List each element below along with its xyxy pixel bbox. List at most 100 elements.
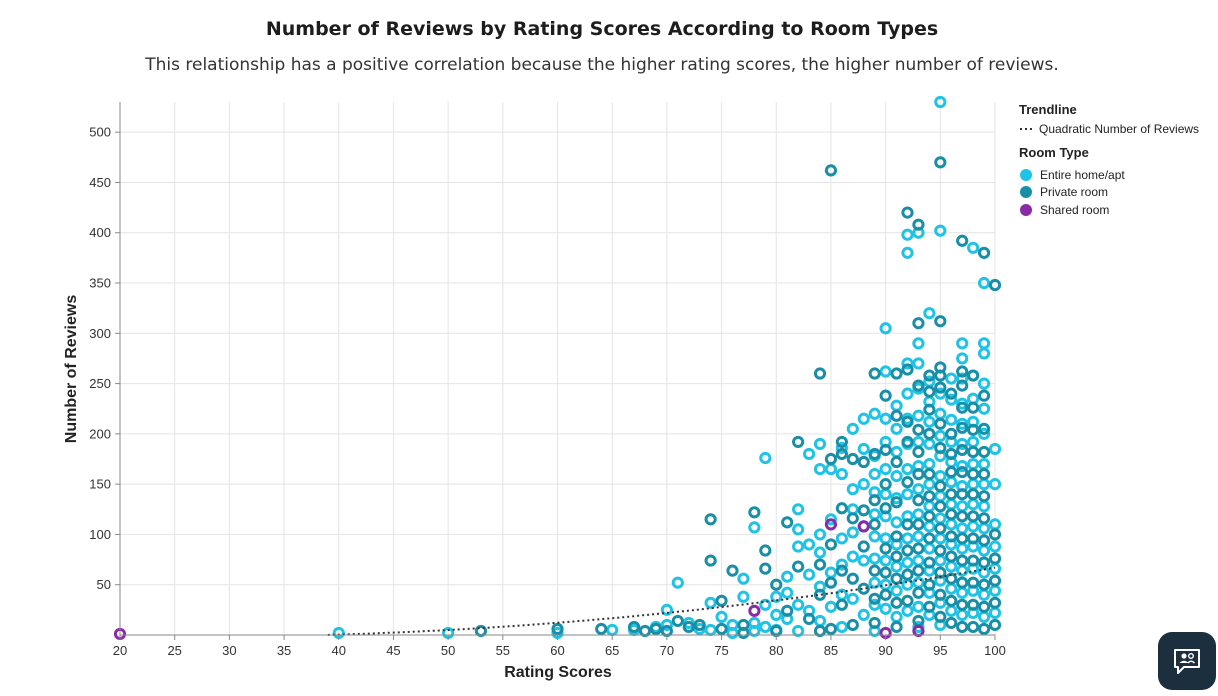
- point-private-room: [934, 156, 947, 169]
- point-private-room: [967, 576, 980, 589]
- point-entire-home-apt: [956, 372, 969, 385]
- point-private-room: [813, 624, 827, 638]
- point-private-room: [988, 528, 1002, 541]
- x-tick-label: 90: [878, 643, 892, 658]
- point-private-room: [934, 480, 947, 493]
- x-tick-label: 95: [933, 643, 947, 658]
- point-private-room: [901, 415, 914, 428]
- point-entire-home-apt: [813, 462, 827, 476]
- point-entire-home-apt: [977, 427, 991, 440]
- point-entire-home-apt: [879, 365, 892, 378]
- y-tick-label: 150: [89, 477, 111, 492]
- point-entire-home-apt: [977, 402, 991, 415]
- point-entire-home-apt: [956, 564, 969, 577]
- point-private-room: [890, 572, 903, 585]
- point-private-room: [912, 467, 925, 481]
- point-private-room: [988, 574, 1002, 587]
- point-entire-home-apt: [912, 435, 925, 449]
- point-entire-home-apt: [890, 445, 903, 459]
- point-entire-home-apt: [890, 610, 903, 623]
- point-entire-home-apt: [901, 228, 914, 241]
- point-entire-home-apt: [857, 412, 870, 425]
- point-entire-home-apt: [923, 307, 936, 320]
- point-private-room: [879, 389, 892, 402]
- point-shared-room: [857, 520, 870, 533]
- legend: Trendline Quadratic Number of Reviews Ro…: [1019, 102, 1199, 217]
- point-entire-home-apt: [813, 546, 827, 559]
- point-private-room: [956, 234, 969, 247]
- point-entire-home-apt: [923, 520, 936, 533]
- point-private-room: [956, 532, 969, 545]
- point-entire-home-apt: [967, 457, 980, 471]
- point-private-room: [923, 490, 936, 503]
- point-entire-home-apt: [890, 516, 903, 529]
- point-entire-home-apt: [945, 393, 958, 406]
- point-entire-home-apt: [912, 357, 925, 370]
- point-private-room: [551, 622, 564, 636]
- point-entire-home-apt: [967, 241, 980, 254]
- point-private-room: [846, 572, 859, 585]
- point-private-room: [649, 622, 663, 636]
- point-private-room: [934, 610, 947, 623]
- point-entire-home-apt: [901, 462, 914, 476]
- point-entire-home-apt: [890, 422, 903, 435]
- x-tick-label: 70: [660, 643, 674, 658]
- point-private-room: [868, 616, 881, 630]
- point-private-room: [956, 443, 969, 457]
- point-private-room: [846, 618, 859, 632]
- point-entire-home-apt: [923, 542, 936, 555]
- point-private-room: [967, 445, 980, 459]
- x-tick-label: 80: [769, 643, 783, 658]
- point-private-room: [945, 387, 958, 400]
- x-tick-label: 100: [984, 643, 1006, 658]
- point-private-room: [912, 494, 925, 507]
- point-private-room: [890, 367, 903, 380]
- point-entire-home-apt: [846, 483, 859, 496]
- point-entire-home-apt: [956, 542, 969, 555]
- point-shared-room: [824, 518, 838, 531]
- point-entire-home-apt: [923, 437, 936, 451]
- point-private-room: [879, 566, 892, 579]
- point-entire-home-apt: [879, 412, 892, 425]
- point-entire-home-apt: [824, 600, 838, 613]
- point-private-room: [813, 588, 827, 601]
- point-private-room: [901, 594, 914, 607]
- point-private-room: [671, 614, 684, 628]
- point-entire-home-apt: [792, 598, 805, 611]
- y-tick-label: 200: [89, 426, 111, 441]
- point-entire-home-apt: [988, 442, 1002, 456]
- point-entire-home-apt: [868, 552, 881, 565]
- point-private-room: [890, 550, 903, 563]
- x-tick-label: 55: [496, 643, 510, 658]
- legend-type-title: Room Type: [1019, 145, 1089, 160]
- point-private-room: [835, 502, 848, 515]
- point-entire-home-apt: [879, 322, 892, 335]
- point-entire-home-apt: [857, 554, 870, 567]
- legend-trend-title: Trendline: [1019, 102, 1077, 117]
- point-private-room: [638, 624, 652, 638]
- point-entire-home-apt: [802, 538, 816, 551]
- point-entire-home-apt: [934, 95, 947, 109]
- point-entire-home-apt: [802, 568, 816, 581]
- point-private-room: [923, 427, 936, 440]
- point-private-room: [715, 622, 728, 636]
- point-private-room: [890, 620, 903, 634]
- point-private-room: [912, 218, 925, 231]
- x-axis-label: Rating Scores: [504, 664, 612, 681]
- point-entire-home-apt: [945, 560, 958, 573]
- point-private-room: [967, 510, 980, 523]
- chat-button[interactable]: [1158, 632, 1216, 690]
- point-private-room: [868, 592, 881, 605]
- point-entire-home-apt: [813, 528, 827, 541]
- point-private-room: [868, 564, 881, 577]
- point-private-room: [879, 588, 892, 601]
- point-private-room: [912, 445, 925, 459]
- point-entire-home-apt: [835, 558, 848, 571]
- point-entire-home-apt: [868, 530, 881, 543]
- point-private-room: [967, 554, 980, 567]
- point-private-room: [923, 600, 936, 613]
- point-entire-home-apt: [835, 532, 848, 545]
- point-private-room: [988, 552, 1002, 565]
- trendline: [327, 566, 996, 636]
- point-private-room: [977, 622, 991, 636]
